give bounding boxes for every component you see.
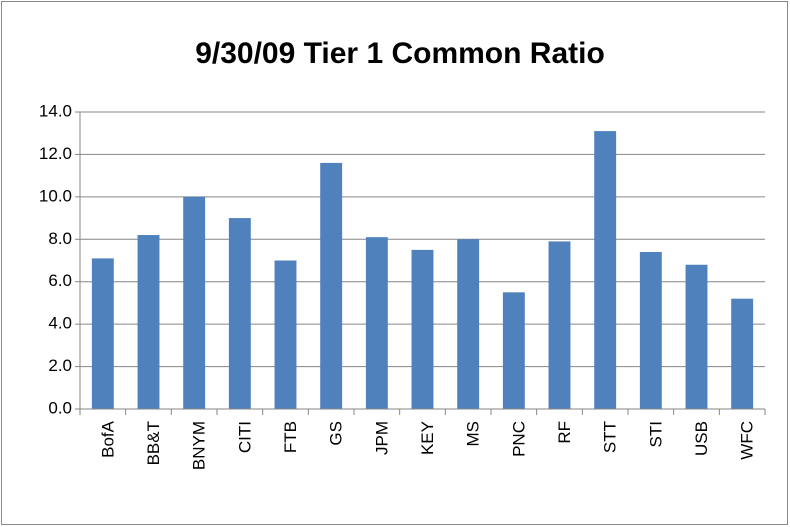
bar [502, 292, 525, 409]
x-tick-label: WFC [738, 421, 757, 460]
bar [91, 258, 114, 409]
bar [411, 249, 434, 409]
bar [731, 298, 754, 409]
x-tick-label: JPM [372, 421, 391, 455]
x-tick-label: STT [601, 421, 620, 453]
bar [320, 162, 343, 409]
x-tick-label: USB [692, 421, 711, 456]
bar [457, 239, 480, 409]
y-tick-label: 2.0 [48, 356, 72, 375]
bar [548, 241, 571, 409]
x-tick-label: GS [327, 421, 346, 446]
x-tick-label: MS [464, 421, 483, 447]
x-tick-label: PNC [509, 421, 528, 457]
bar [639, 252, 662, 409]
y-tick-label: 0.0 [48, 398, 72, 417]
bar [274, 260, 297, 409]
bar [365, 237, 388, 409]
y-tick-label: 14.0 [39, 101, 72, 120]
bar [685, 264, 708, 409]
bar [594, 131, 617, 410]
y-tick-label: 12.0 [39, 144, 72, 163]
y-tick-label: 8.0 [48, 229, 72, 248]
x-tick-label: BNYM [190, 421, 209, 470]
x-tick-label: FTB [281, 421, 300, 453]
x-tick-label: STI [646, 421, 665, 447]
x-tick-label: BB&T [144, 421, 163, 465]
y-tick-label: 10.0 [39, 186, 72, 205]
x-tick-label: BofA [98, 420, 117, 458]
x-tick-label: KEY [418, 421, 437, 455]
bar [137, 235, 160, 409]
y-tick-label: 6.0 [48, 271, 72, 290]
y-tick-label: 4.0 [48, 314, 72, 333]
bar [228, 218, 251, 409]
x-tick-label: RF [555, 421, 574, 444]
chart-title: 9/30/09 Tier 1 Common Ratio [195, 37, 605, 70]
x-tick-label: CITI [235, 421, 254, 453]
bar [183, 196, 206, 409]
